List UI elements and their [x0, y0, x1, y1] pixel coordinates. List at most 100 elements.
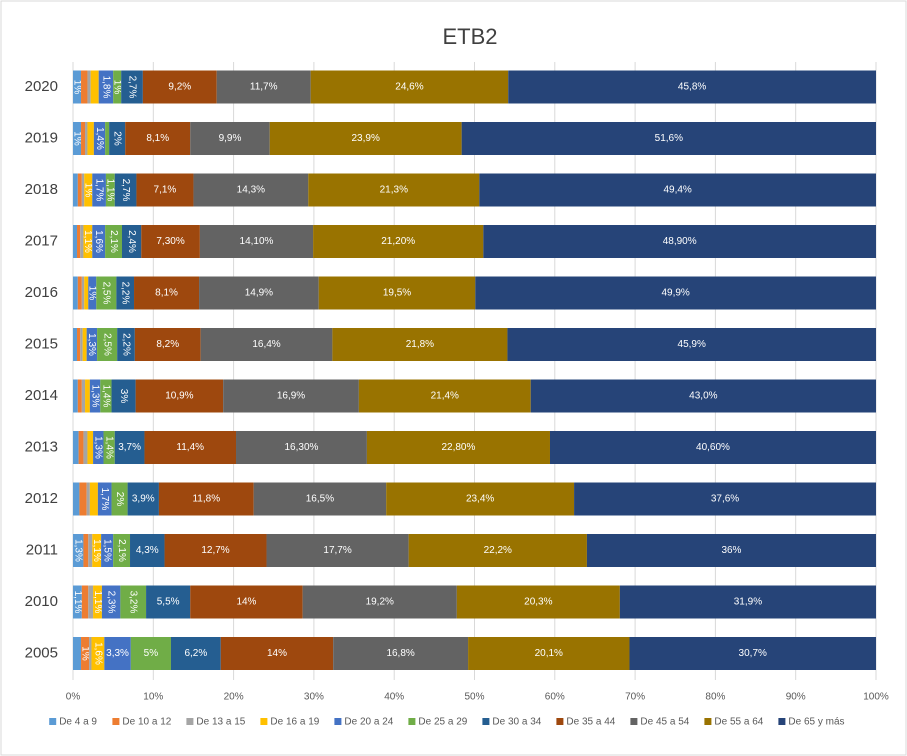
bar-segment — [199, 225, 314, 258]
bar-segment — [366, 431, 550, 464]
legend-label: De 25 a 29 — [418, 717, 467, 728]
value-label: 1% — [71, 131, 82, 146]
bar-segment — [629, 637, 876, 670]
bar-segment — [146, 585, 191, 619]
bar-segment — [103, 431, 115, 464]
value-label: 19,2% — [366, 597, 394, 608]
bar-segment — [549, 431, 876, 464]
bar-segment — [86, 482, 90, 516]
bar-segment — [120, 585, 147, 619]
bar-segment — [77, 225, 81, 258]
value-label: 10,9% — [165, 391, 193, 402]
value-label: 3,7% — [118, 442, 141, 453]
y-tick-label: 2012 — [25, 490, 58, 507]
bar-segment — [81, 637, 90, 670]
value-label: 1,1% — [82, 230, 93, 253]
value-label: 1,1% — [105, 179, 116, 202]
value-label: 1% — [79, 646, 90, 661]
bar-segment — [358, 379, 531, 413]
bar-segment — [468, 637, 630, 670]
value-label: 16,5% — [306, 494, 334, 505]
bar-segment — [302, 585, 457, 619]
value-label: 2,4% — [126, 230, 137, 253]
bar-segment — [93, 431, 104, 464]
legend-swatch — [112, 718, 120, 725]
value-label: 36% — [721, 545, 741, 556]
value-label: 3,3% — [106, 648, 129, 659]
legend-swatch — [260, 718, 268, 725]
y-tick-label: 2010 — [25, 593, 58, 610]
value-label: 14,10% — [240, 236, 274, 247]
bar-segment — [121, 225, 142, 258]
bar-segment — [164, 534, 267, 567]
bar-segment — [121, 70, 143, 104]
value-label: 1,6% — [92, 642, 103, 665]
value-label: 7,1% — [154, 185, 177, 196]
bar-segment — [408, 534, 587, 567]
bar-segment — [93, 585, 102, 619]
bar-segment — [98, 70, 114, 104]
y-tick-label: 2005 — [25, 644, 58, 661]
bar-segment — [313, 225, 484, 258]
x-tick-label: 90% — [786, 692, 806, 703]
y-tick-label: 2016 — [25, 284, 58, 301]
bar-segment — [100, 379, 112, 413]
bar-segment — [111, 482, 128, 516]
bar-segment — [80, 225, 84, 258]
bar-segment — [190, 585, 303, 619]
bar-segment — [170, 637, 221, 670]
bar-segment — [105, 173, 115, 207]
bar-segment — [113, 70, 122, 104]
bar-segment — [269, 122, 462, 155]
chart-title: ETB2 — [442, 24, 497, 49]
bar-segment — [144, 431, 237, 464]
value-label: 1% — [71, 80, 82, 95]
bar-segment — [79, 482, 87, 516]
value-label: 2,7% — [126, 76, 137, 99]
bar-segment — [318, 276, 476, 310]
value-label: 21,4% — [431, 391, 459, 402]
legend-label: De 65 y más — [788, 717, 844, 728]
bar-segment — [73, 225, 78, 258]
value-label: 14% — [236, 597, 256, 608]
bar-segment — [253, 482, 387, 516]
value-label: 1,3% — [86, 333, 97, 356]
bar-segment — [81, 379, 86, 413]
legend-swatch — [49, 718, 57, 725]
bar-segment — [530, 379, 876, 413]
legend-label: De 13 a 15 — [196, 717, 245, 728]
bar-segment — [96, 276, 117, 310]
value-label: 19,5% — [383, 288, 411, 299]
bar-segment — [508, 70, 876, 104]
bar-segment — [101, 585, 121, 619]
value-label: 4,3% — [136, 545, 159, 556]
bar-segment — [77, 379, 82, 413]
bar-segment — [89, 482, 98, 516]
bar-segment — [310, 70, 509, 104]
value-label: 7,30% — [156, 236, 184, 247]
value-label: 1,4% — [94, 127, 105, 150]
value-label: 45,8% — [678, 82, 706, 93]
value-label: 2,1% — [116, 539, 127, 562]
legend-label: De 10 a 12 — [122, 717, 171, 728]
value-label: 16,30% — [284, 442, 318, 453]
value-label: 1,1% — [91, 539, 102, 562]
bar-segment — [619, 585, 876, 619]
bar-segment — [113, 534, 131, 567]
bar-segment — [82, 328, 87, 361]
bar-segment — [73, 585, 82, 619]
value-label: 12,7% — [201, 545, 229, 556]
value-label: 2% — [112, 131, 123, 146]
value-label: 1% — [87, 286, 98, 301]
bar-segment — [101, 534, 114, 567]
bar-segment — [586, 534, 876, 567]
bar-segment — [135, 379, 224, 413]
bar-segment — [89, 637, 92, 670]
value-label: 21,20% — [381, 236, 415, 247]
bar-segment — [332, 328, 508, 361]
value-label: 1% — [112, 80, 123, 95]
bar-segment — [574, 482, 876, 516]
bar-segment — [104, 637, 131, 670]
bar-segment — [84, 173, 93, 207]
value-label: 2,5% — [101, 282, 112, 305]
